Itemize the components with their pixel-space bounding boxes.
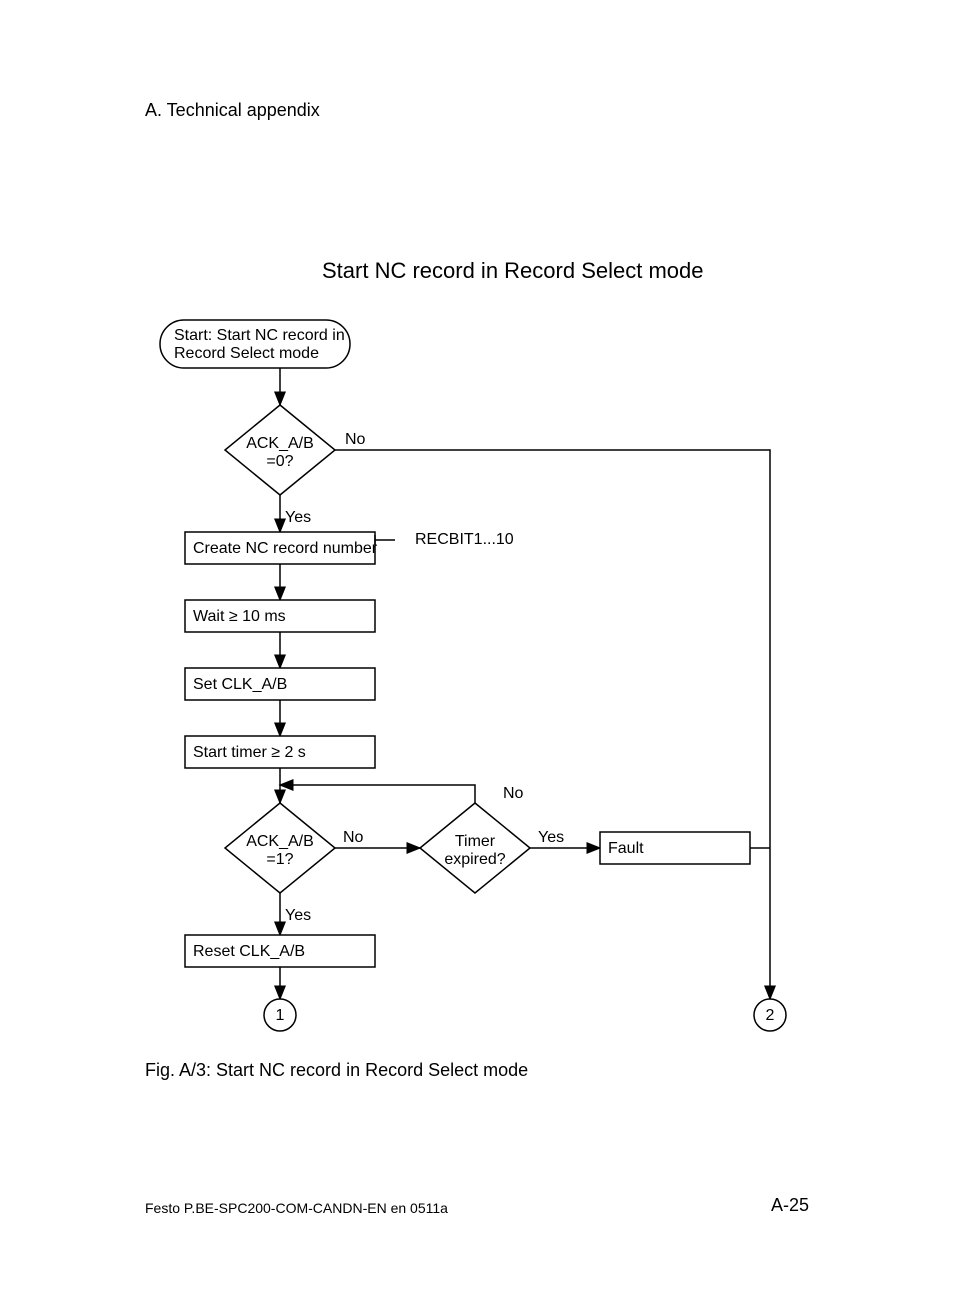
flowchart-svg: Yes No Yes No Yes No Start: Start NC record in… xyxy=(145,300,825,1050)
svg-text:Yes: Yes xyxy=(285,509,311,526)
svg-text:Yes: Yes xyxy=(285,907,311,924)
svg-text:RECBIT1...10: RECBIT1...10 xyxy=(415,531,514,548)
page: A. Technical appendix Start NC record in… xyxy=(0,0,954,1306)
svg-text:Start: Start NC record in: Start: Start NC record in xyxy=(174,327,345,344)
svg-text:1: 1 xyxy=(276,1007,285,1024)
svg-text:ACK_A/B: ACK_A/B xyxy=(246,435,314,452)
svg-text:expired?: expired? xyxy=(444,851,505,868)
svg-text:=1?: =1? xyxy=(266,851,293,868)
footer-left: Festo P.BE-SPC200-COM-CANDN-EN en 0511a xyxy=(145,1200,448,1216)
figure-caption: Fig. A/3: Start NC record in Record Sele… xyxy=(145,1060,528,1081)
svg-text:ACK_A/B: ACK_A/B xyxy=(246,833,314,850)
svg-text:Set CLK_A/B: Set CLK_A/B xyxy=(193,676,287,693)
svg-text:Timer: Timer xyxy=(455,833,496,850)
svg-text:Yes: Yes xyxy=(538,829,564,846)
chart-title: Start NC record in Record Select mode xyxy=(322,258,704,284)
svg-text:Create NC record number: Create NC record number xyxy=(193,540,378,557)
svg-text:Record Select mode: Record Select mode xyxy=(174,345,319,362)
section-header: A. Technical appendix xyxy=(145,100,320,121)
svg-text:Start timer ≥ 2 s: Start timer ≥ 2 s xyxy=(193,744,306,761)
svg-text:No: No xyxy=(345,431,366,448)
svg-text:No: No xyxy=(503,785,524,802)
svg-text:No: No xyxy=(343,829,364,846)
svg-text:=0?: =0? xyxy=(266,453,293,470)
svg-text:Fault: Fault xyxy=(608,840,644,857)
svg-text:Wait ≥ 10 ms: Wait ≥ 10 ms xyxy=(193,608,286,625)
svg-text:2: 2 xyxy=(766,1007,775,1024)
svg-text:Reset CLK_A/B: Reset CLK_A/B xyxy=(193,943,305,960)
footer-right: A-25 xyxy=(771,1195,809,1216)
flowchart-container: Yes No Yes No Yes No Start: Start NC record in… xyxy=(145,300,825,1050)
